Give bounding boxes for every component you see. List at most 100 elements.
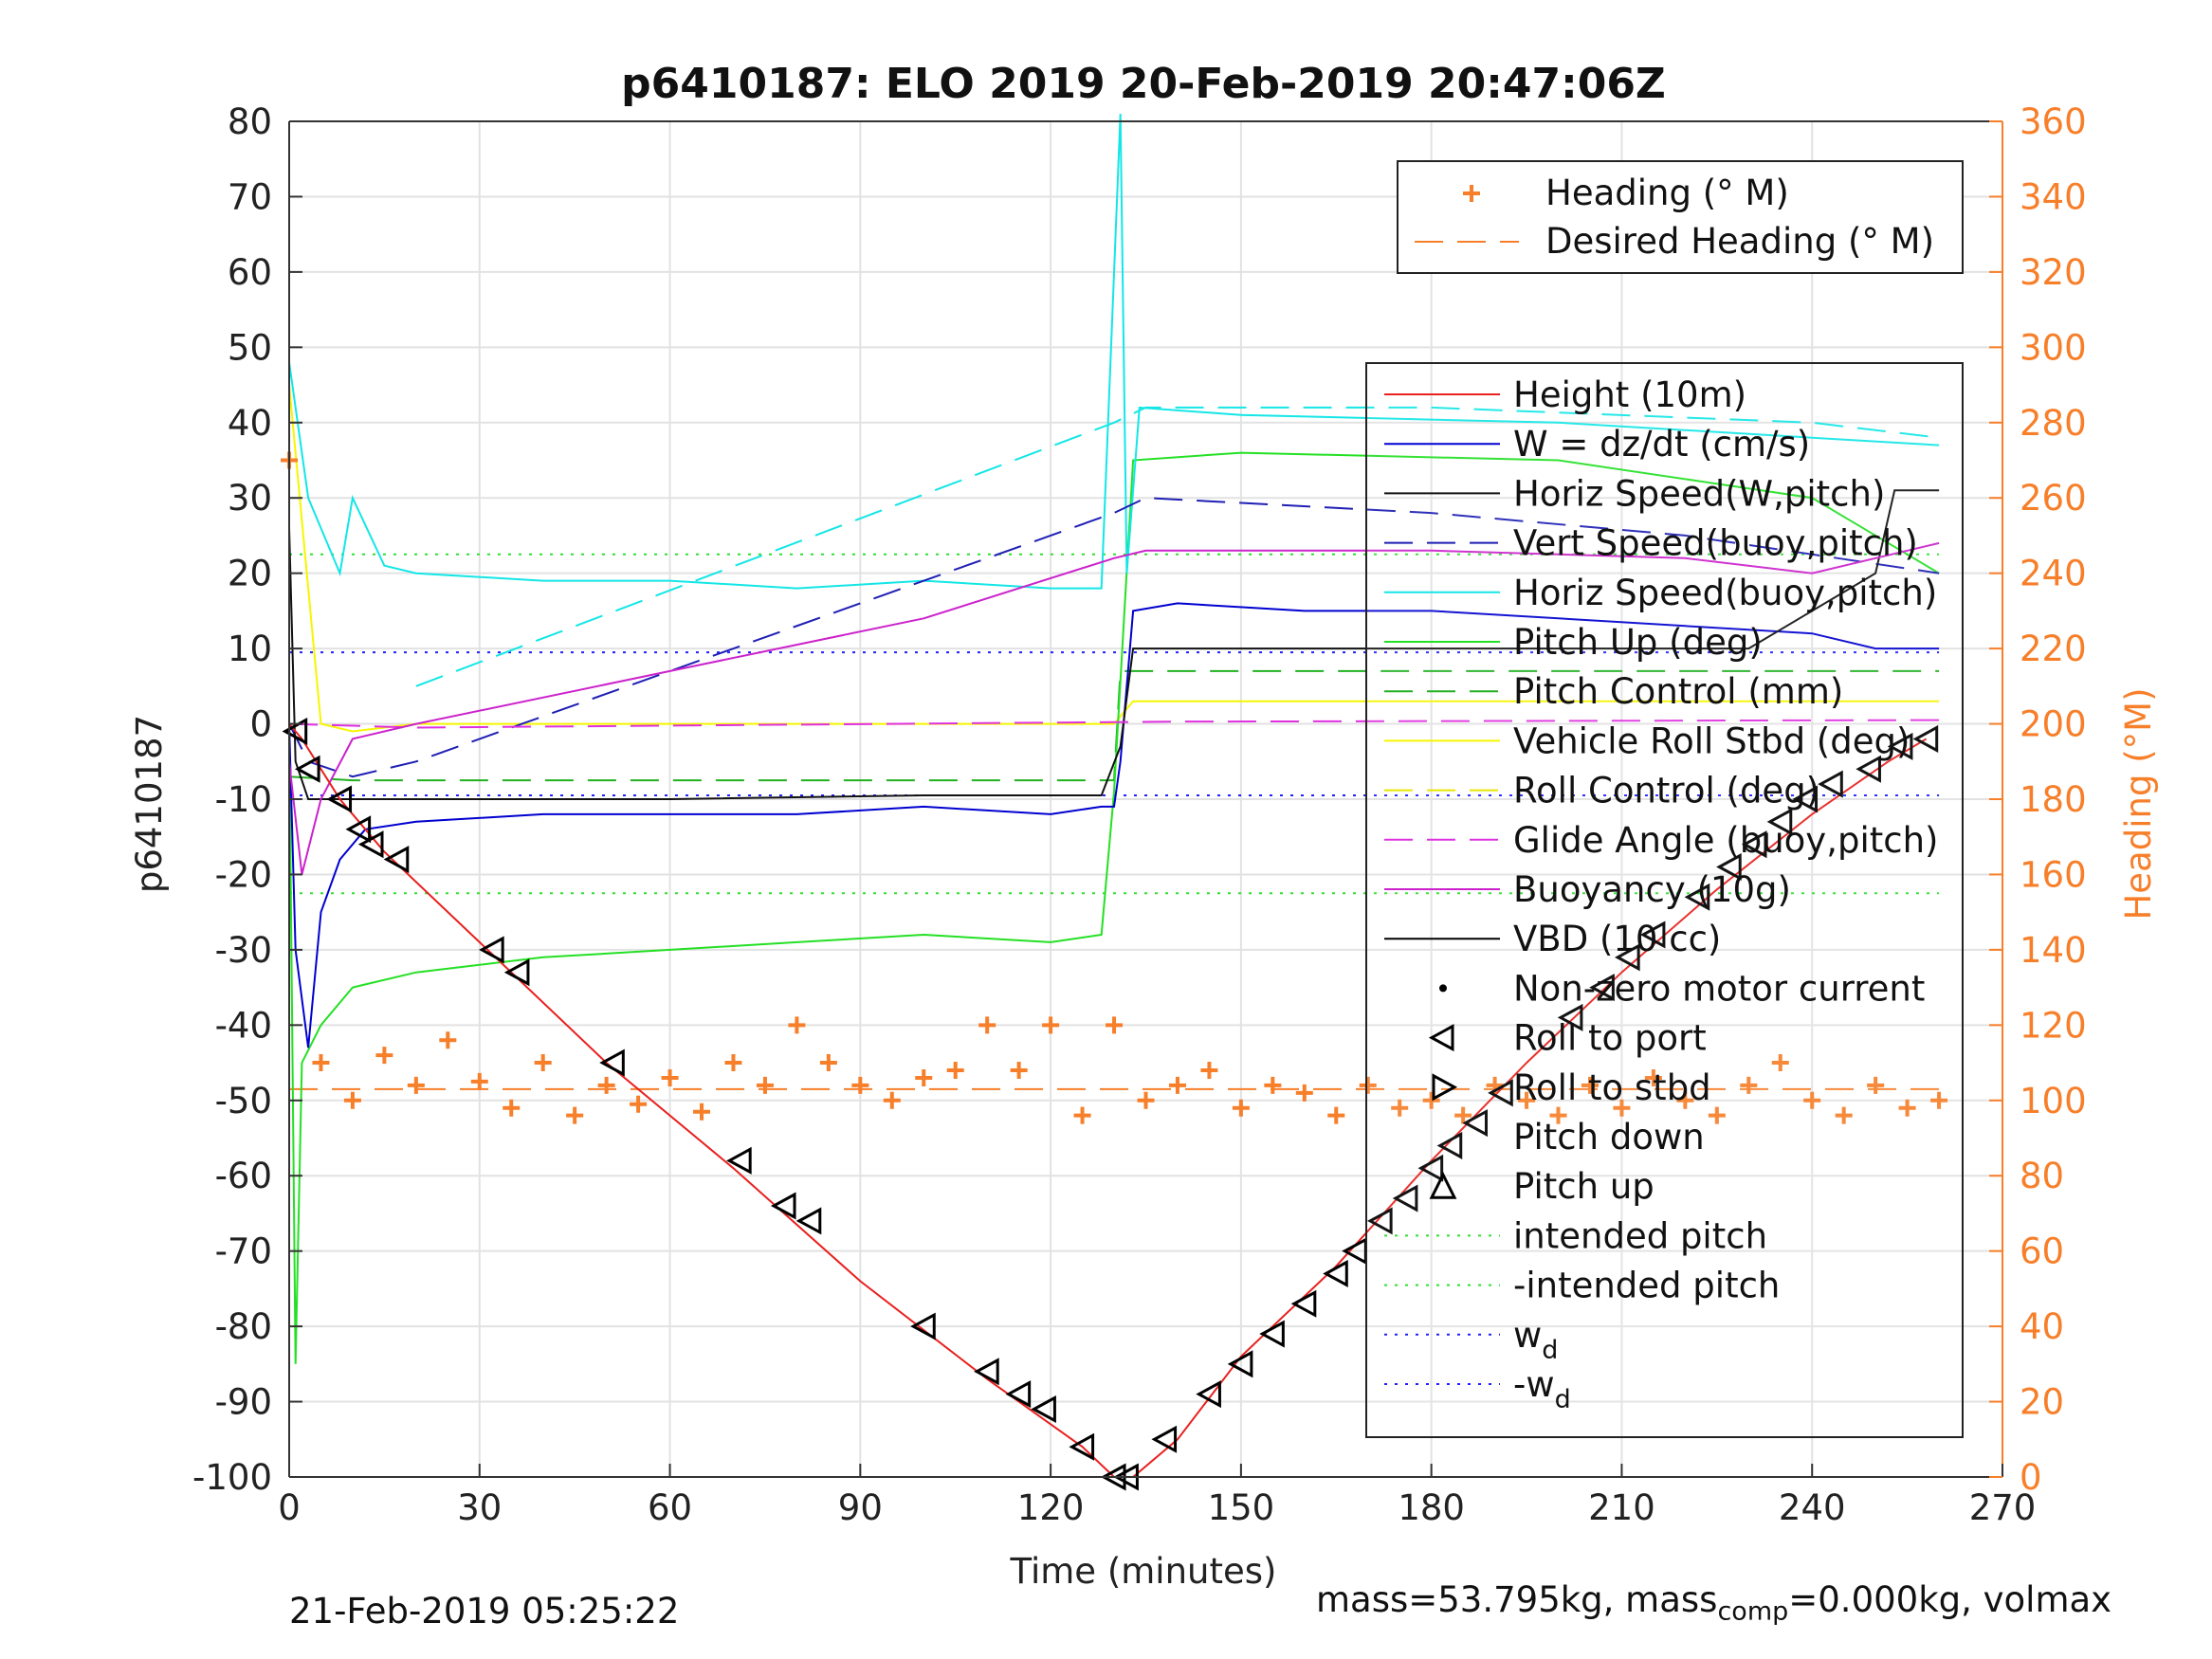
y2-tick-label: 220 <box>2020 629 2087 669</box>
roll-marker <box>795 1207 822 1235</box>
chart-title: p6410187: ELO 2019 20-Feb-2019 20:47:06Z <box>621 60 1666 108</box>
heading-point <box>630 1095 648 1113</box>
y-tick-label: -40 <box>215 1005 272 1046</box>
heading-point <box>756 1076 774 1094</box>
heading-point <box>819 1054 837 1072</box>
y2-tick-label: 0 <box>2020 1457 2042 1498</box>
legend-entry: Height (10m) <box>1384 374 1746 415</box>
x-tick-label: 150 <box>1208 1487 1275 1528</box>
roll-marker <box>1818 770 1843 798</box>
roll-marker <box>1766 808 1793 836</box>
y2-tick-label: 200 <box>2020 704 2087 745</box>
x-tick-label: 240 <box>1779 1487 1846 1528</box>
legend-label: Non-zero motor current <box>1513 968 1925 1009</box>
heading-point <box>1073 1106 1091 1124</box>
legend-label: -intended pitch <box>1513 1266 1780 1306</box>
legend-main: Height (10m) W = dz/dt (cm/s) Horiz Speed(… <box>1365 362 1964 1438</box>
roll-marker <box>1227 1350 1253 1378</box>
y2-tick-label: 140 <box>2020 930 2087 971</box>
heading-point <box>1581 1076 1599 1094</box>
heading-point <box>1613 1099 1631 1117</box>
x-tick-label: 90 <box>838 1487 883 1528</box>
y-tick-label: 0 <box>249 704 272 745</box>
heading-point <box>1518 1091 1536 1109</box>
roll-marker <box>1366 1207 1393 1235</box>
roll-marker <box>1589 974 1615 1002</box>
y-tick-label: -50 <box>215 1081 272 1121</box>
y-tick-label: -10 <box>215 779 272 820</box>
x-axis-label: Time (minutes) <box>1010 1551 1277 1592</box>
heading-point <box>724 1054 742 1072</box>
roll-marker <box>1290 1289 1317 1318</box>
legend-label: Pitch up <box>1513 1166 1654 1207</box>
heading-point <box>407 1076 425 1094</box>
roll-marker <box>294 755 320 783</box>
heading-point <box>693 1103 711 1121</box>
legend-entry: Pitch Up (deg) <box>1384 622 1763 663</box>
heading-point <box>470 1072 488 1090</box>
y-tick-label: -80 <box>215 1306 272 1347</box>
heading-point <box>1359 1076 1377 1094</box>
legend-label: Vert Speed(buoy,pitch) <box>1513 523 1918 564</box>
y2-tick-label: 20 <box>2020 1382 2064 1423</box>
legend-label: Roll Control (deg) <box>1513 771 1819 811</box>
y-tick-label: -60 <box>215 1156 272 1196</box>
legend-label: Vehicle Roll Stbd (deg) <box>1513 720 1910 761</box>
legend-heading-label: Heading (° M) <box>1545 173 1789 213</box>
y2-tick-label: 160 <box>2020 854 2087 895</box>
roll-marker <box>503 958 530 987</box>
roll-marker <box>1488 1079 1513 1107</box>
heading-point <box>1391 1099 1409 1117</box>
roll-marker <box>910 1312 936 1340</box>
roll-marker <box>1557 1003 1583 1031</box>
x-tick-label: 270 <box>1969 1487 2037 1528</box>
heading-point <box>661 1068 679 1086</box>
footer-timestamp: 21-Feb-2019 05:25:22 <box>289 1591 680 1632</box>
legend-entry: Buoyancy (10g) <box>1384 869 1791 910</box>
legend-label: VBD (10 cc) <box>1513 919 1721 959</box>
legend-desired-heading-label: Desired Heading (° M) <box>1545 221 1934 262</box>
x-tick-label: 30 <box>457 1487 502 1528</box>
tick-labels: 0 30 60 90 120 150 180 210 240 270 80 70 60 50 40 30 20 1… <box>192 101 2087 1528</box>
legend-label: Roll to stbd <box>1513 1067 1711 1108</box>
heading-point <box>439 1031 457 1049</box>
series-vehicle-roll <box>288 385 1940 733</box>
legend-label: W = dz/dt (cm/s) <box>1513 424 1810 465</box>
legend-dot-symbol <box>1439 984 1447 993</box>
y2-tick-label: 300 <box>2020 327 2087 368</box>
y2-tick-label: 60 <box>2020 1231 2064 1272</box>
roll-marker <box>1684 883 1710 911</box>
roll-marker <box>1716 852 1742 882</box>
legend-main-box <box>1365 362 1964 1438</box>
legend-entry: VBD (10 cc) <box>1384 919 1721 959</box>
heading-point <box>1835 1106 1853 1124</box>
heading-point <box>1295 1084 1313 1102</box>
series-horiz-speed-buoy-dashed <box>415 406 1940 687</box>
roll-marker <box>1462 1109 1489 1138</box>
roll-marker <box>1856 755 1881 783</box>
roll-marker <box>1196 1380 1221 1409</box>
y-tick-label: 60 <box>228 252 272 293</box>
series-buoyancy <box>288 541 1940 875</box>
legend-entry: Pitch down <box>1513 1117 1705 1158</box>
heading-point <box>1708 1106 1726 1124</box>
roll-marker <box>282 717 308 746</box>
roll-marker <box>326 785 353 813</box>
legend-entry: Horiz Speed(W,pitch) <box>1384 473 1885 514</box>
y-tick-label: 50 <box>228 327 272 368</box>
legend-entry: Roll to stbd <box>1432 1067 1711 1108</box>
legend-entry: Roll to port <box>1428 1018 1707 1059</box>
y2-tick-label: 260 <box>2020 478 2087 519</box>
roll-marker <box>1912 724 1939 753</box>
legend-label: intended pitch <box>1513 1215 1767 1256</box>
roll-marker <box>1436 1131 1463 1159</box>
x-tick-label: 180 <box>1398 1487 1465 1528</box>
heading-point <box>1042 1016 1060 1034</box>
heading-point <box>1327 1106 1345 1124</box>
y2-tick-label: 280 <box>2020 403 2087 444</box>
legend-heading-box <box>1397 160 1964 274</box>
roll-marker <box>1887 732 1913 760</box>
x-tick-label: 0 <box>278 1487 301 1528</box>
legend-entry: -intended pitch <box>1384 1266 1780 1306</box>
